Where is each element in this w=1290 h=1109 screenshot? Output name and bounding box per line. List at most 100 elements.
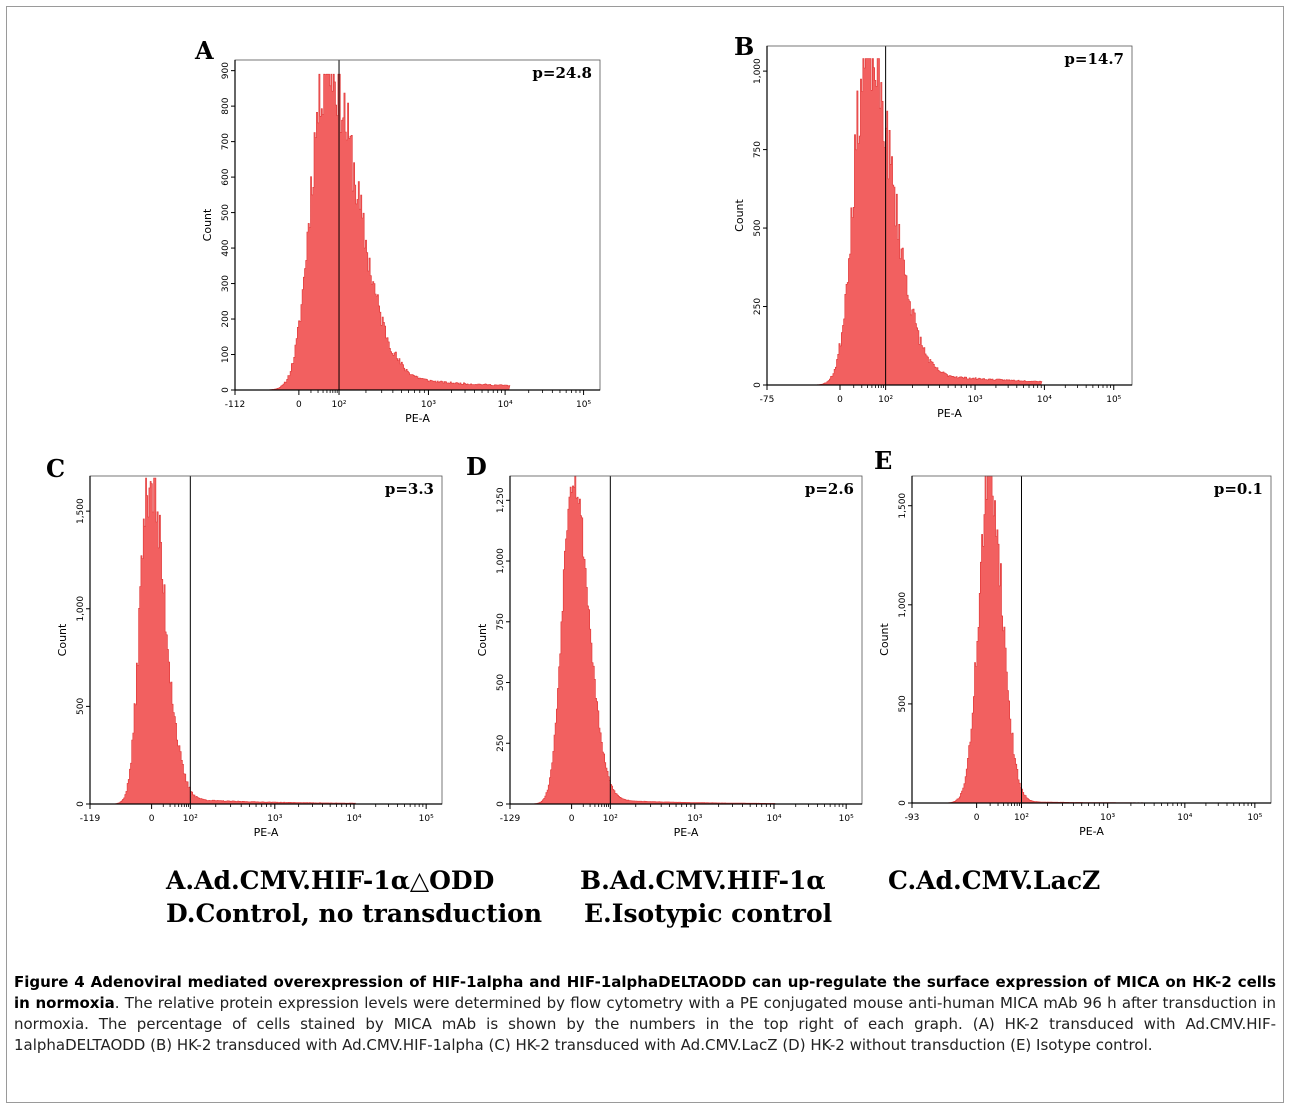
- figure-frame: [6, 6, 1284, 1103]
- y-tick-label: 1,000: [76, 596, 86, 622]
- y-tick-label: 0: [496, 801, 506, 807]
- x-tick-label: -119: [80, 814, 101, 824]
- y-tick-label: 250: [496, 734, 506, 751]
- x-tick-label: 10⁴: [766, 814, 781, 824]
- y-axis-title: Count: [878, 622, 891, 655]
- y-tick-label: 750: [496, 613, 506, 630]
- x-axis-title: PE-A: [1079, 825, 1104, 838]
- p-value-label: p=2.6: [805, 480, 854, 498]
- x-tick-label: 10⁴: [498, 400, 513, 410]
- y-tick-label: 500: [898, 695, 908, 712]
- y-tick-label: 1,250: [496, 487, 506, 513]
- x-axis-title: PE-A: [937, 407, 962, 420]
- panel-letter: B: [734, 32, 755, 61]
- histogram-fill: [922, 475, 1183, 804]
- y-tick-label: 900: [221, 62, 231, 79]
- y-tick-label: 750: [753, 141, 763, 158]
- y-tick-label: 0: [753, 382, 763, 388]
- x-tick-label: 10³: [1100, 813, 1115, 823]
- x-tick-label: 10⁴: [1037, 395, 1052, 405]
- x-tick-label: 10⁴: [1177, 813, 1192, 823]
- y-tick-label: 1,500: [76, 498, 86, 524]
- x-axis-title: PE-A: [254, 826, 279, 839]
- x-tick-label: 10⁵: [419, 814, 434, 824]
- y-tick-label: 400: [221, 239, 231, 256]
- histogram-fill: [246, 73, 511, 391]
- x-tick-label: -93: [905, 813, 920, 823]
- y-tick-label: 700: [221, 133, 231, 150]
- y-tick-label: 0: [221, 387, 231, 393]
- plot-frame: [234, 59, 601, 391]
- x-tick-label: 0: [569, 814, 575, 824]
- histogram-fill: [520, 475, 776, 805]
- y-tick-label: 1,000: [496, 548, 506, 574]
- caption-body: . The relative protein expression levels…: [14, 994, 1276, 1054]
- legend-item-b: B.Ad.CMV.HIF-1α: [580, 866, 826, 895]
- histogram-fill: [778, 58, 1043, 386]
- p-value-label: p=14.7: [1064, 50, 1124, 68]
- x-tick-label: 10³: [267, 814, 282, 824]
- y-tick-label: 600: [221, 168, 231, 185]
- legend-item-e: E.Isotypic control: [584, 899, 833, 928]
- y-tick-label: 0: [76, 801, 86, 807]
- panel-letter: E: [874, 446, 893, 475]
- histogram-svg: 0 100 200 300 400 500 600 700 800 900 -112 0 10² 10³ 1…: [201, 59, 601, 425]
- panel-letter: C: [46, 454, 66, 483]
- p-value-label: p=24.8: [532, 64, 592, 82]
- x-tick-label: 10²: [1014, 813, 1029, 823]
- x-axis-title: PE-A: [674, 826, 699, 839]
- x-tick-label: 0: [149, 814, 155, 824]
- caption-title: Figure 4 Adenoviral mediated overexpress…: [14, 973, 1276, 1012]
- x-tick-label: -75: [760, 395, 775, 405]
- x-tick-label: 10⁵: [1106, 395, 1121, 405]
- figure-caption: Figure 4 Adenoviral mediated overexpress…: [14, 972, 1276, 1056]
- y-axis-title: Count: [56, 623, 69, 656]
- x-tick-label: 10²: [331, 400, 346, 410]
- x-tick-label: 10⁵: [1247, 813, 1262, 823]
- x-tick-label: 10³: [968, 395, 983, 405]
- histogram-svg: 0 500 1,000 1,500 -93 0 10² 10³ 10⁴ 10⁵ PE-A Count p…: [878, 475, 1272, 838]
- histogram-panel-c: C 0 500 1,000 1,500 -119 0 10² 10³ 10⁴ 10⁵ PE-A Cou…: [40, 448, 450, 848]
- p-value-label: p=3.3: [385, 480, 434, 498]
- plot-frame: [911, 475, 1272, 804]
- y-tick-label: 250: [753, 298, 763, 315]
- y-tick-label: 500: [221, 204, 231, 221]
- x-tick-label: -129: [500, 814, 521, 824]
- p-value-label: p=0.1: [1214, 480, 1263, 498]
- y-tick-label: 500: [753, 219, 763, 236]
- x-tick-label: 10²: [183, 814, 198, 824]
- x-tick-label: 10⁵: [839, 814, 854, 824]
- histogram-panel-e: E 0 500 1,000 1,500 -93 0 10² 10³ 10⁴ 10⁵ PE-A Coun…: [868, 446, 1278, 848]
- legend-item-a: A.Ad.CMV.HIF-1α△ODD: [166, 866, 495, 895]
- x-tick-label: 10⁵: [576, 400, 591, 410]
- y-tick-label: 1,000: [753, 58, 763, 84]
- x-tick-label: 10³: [421, 400, 436, 410]
- histogram-panel-d: D 0 250 500 750 1,000 1,250 -129 0 10² 10³ 10⁴ 10⁵ P…: [460, 448, 870, 848]
- y-tick-label: 1,000: [898, 592, 908, 618]
- y-tick-label: 500: [496, 674, 506, 691]
- x-tick-label: 0: [296, 400, 302, 410]
- y-tick-label: 300: [221, 275, 231, 292]
- y-tick-label: 800: [221, 97, 231, 114]
- y-tick-label: 500: [76, 698, 86, 715]
- histogram-fill: [100, 477, 357, 805]
- y-tick-label: 1,500: [898, 493, 908, 519]
- histogram-svg: 0 500 1,000 1,500 -119 0 10² 10³ 10⁴ 10⁵ PE-A Count…: [56, 475, 443, 839]
- x-tick-label: 0: [837, 395, 843, 405]
- histogram-panel-a: A 0 100 200 300 400 500 600 700 800 900 -112 0 10² 10…: [190, 30, 610, 430]
- x-tick-label: 10²: [878, 395, 893, 405]
- y-tick-label: 100: [221, 346, 231, 363]
- x-tick-label: 10²: [603, 814, 618, 824]
- x-tick-label: 10³: [687, 814, 702, 824]
- x-tick-label: 0: [974, 813, 980, 823]
- legend-item-d: D.Control, no transduction: [166, 899, 543, 928]
- y-tick-label: 0: [898, 800, 908, 806]
- histogram-panel-b: B 0 250 500 750 1,000 -75 0 10² 10³ 10⁴ 10⁵ PE-A Cou…: [725, 30, 1145, 430]
- panel-letter: D: [466, 452, 487, 481]
- y-tick-label: 200: [221, 310, 231, 327]
- panel-letter: A: [195, 36, 214, 65]
- y-axis-title: Count: [476, 623, 489, 656]
- y-axis-title: Count: [201, 208, 214, 241]
- plot-frame: [766, 45, 1133, 386]
- x-tick-label: 10⁴: [346, 814, 361, 824]
